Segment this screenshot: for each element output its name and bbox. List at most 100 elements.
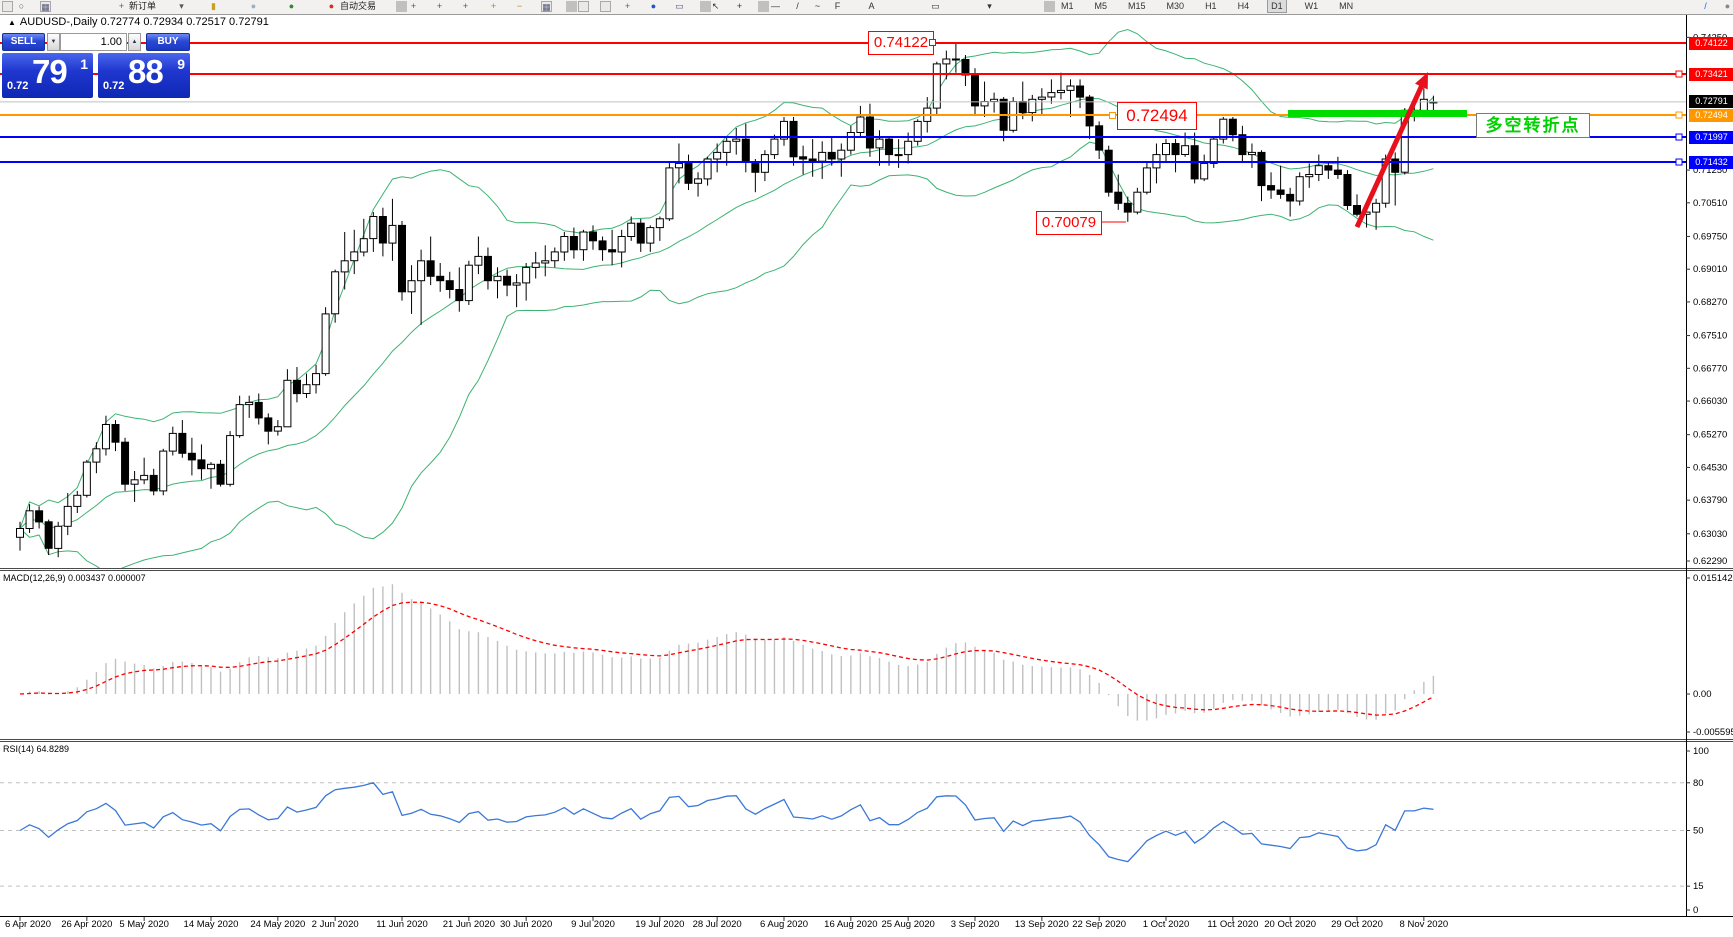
fibonacci-tool-icon[interactable]: F xyxy=(834,1,841,11)
mid-label-anchor[interactable] xyxy=(1109,112,1116,119)
candle-body xyxy=(25,510,34,529)
high-label-anchor[interactable] xyxy=(929,39,936,46)
trend-arrow[interactable] xyxy=(1354,78,1427,229)
dropdown-caret-icon[interactable]: ▾ xyxy=(179,1,184,11)
trendline-tool-icon[interactable]: / xyxy=(796,1,799,11)
channel-tool-icon[interactable]: ~ xyxy=(814,1,821,11)
candle-body xyxy=(751,161,760,173)
sell-price-box[interactable]: 0.72 79 1 xyxy=(2,53,93,98)
volume-increase-button[interactable]: ▲ xyxy=(128,33,141,51)
line-anchor-handle[interactable] xyxy=(1675,133,1683,141)
news-icon[interactable]: ● xyxy=(288,1,295,11)
buy-button[interactable]: BUY xyxy=(146,33,190,51)
timeframe-bar: M1 M5 M15 M30 H1 H4 D1 W1 MN xyxy=(1058,0,1356,13)
candle-body xyxy=(1228,118,1237,136)
candle-body xyxy=(961,59,970,76)
axis-tick-label: 0.64530 xyxy=(1693,462,1727,473)
volume-input[interactable]: 1.00 xyxy=(60,33,127,51)
candle-chart-icon[interactable]: + xyxy=(462,1,469,11)
new-order-button[interactable]: 新订单 xyxy=(129,1,157,11)
algo-trading-icon[interactable]: ● xyxy=(328,1,335,11)
trend-arrow-head[interactable] xyxy=(1415,72,1428,90)
cursor-icon[interactable]: ↖ xyxy=(711,1,720,11)
candle-body xyxy=(818,151,827,162)
timeframe-button-mn[interactable]: MN xyxy=(1339,1,1354,11)
candle-body xyxy=(1104,149,1113,193)
turning-point-label[interactable]: 多空转折点 xyxy=(1476,113,1590,138)
crosshair-tool-icon[interactable]: + xyxy=(410,1,417,11)
add-indicator-icon[interactable]: + xyxy=(624,1,631,11)
candle-body xyxy=(235,404,244,437)
chart-shift-icon[interactable] xyxy=(600,1,611,12)
shapes-tool-icon[interactable]: ▭ xyxy=(931,1,940,11)
period-icon[interactable]: ● xyxy=(650,1,657,11)
auto-scroll-icon[interactable] xyxy=(578,1,589,12)
candle-body xyxy=(971,74,979,107)
candle-body xyxy=(1295,176,1304,202)
candle-body xyxy=(245,401,254,406)
candle-body xyxy=(646,227,655,244)
candle-body xyxy=(207,463,215,470)
arrows-tool-icon[interactable]: ▾ xyxy=(987,1,992,11)
mid-price-label[interactable]: 0.72494 xyxy=(1117,102,1197,130)
candle-body xyxy=(216,463,225,485)
deposit-icon[interactable]: ▮ xyxy=(211,1,216,11)
one-click-trade-panel: SELL ▼ 1.00 ▲ BUY 0.72 79 1 0.72 88 9 xyxy=(2,31,190,98)
zoom-in-icon[interactable]: + xyxy=(490,1,497,11)
timeframe-button-m30[interactable]: M30 xyxy=(1166,1,1185,11)
search-icon[interactable]: ○ xyxy=(18,1,25,11)
text-tool-icon[interactable]: A xyxy=(868,1,875,11)
community-icon[interactable]: / xyxy=(1704,1,1707,11)
tile-windows-icon[interactable]: ▦ xyxy=(541,1,552,12)
volume-decrease-button[interactable]: ▼ xyxy=(47,33,60,51)
macd-signal-line xyxy=(19,601,1434,716)
line-anchor-handle[interactable] xyxy=(1675,158,1683,166)
candle-body xyxy=(331,271,340,315)
chat-icon[interactable]: ● xyxy=(1724,1,1731,11)
line-anchor-handle[interactable] xyxy=(1675,70,1683,78)
clipped-icon[interactable] xyxy=(2,1,13,12)
high-price-label[interactable]: 0.74122 xyxy=(868,31,934,55)
line-anchor-handle[interactable] xyxy=(1675,111,1683,119)
candle-body xyxy=(16,528,24,538)
hline-tool-icon[interactable]: — xyxy=(771,1,780,11)
date-tick-label: 6 Aug 2020 xyxy=(760,919,808,930)
candle-body xyxy=(388,224,397,244)
templates-icon[interactable]: ▭ xyxy=(675,1,684,11)
low-price-label[interactable]: 0.70079 xyxy=(1036,211,1102,235)
candle-body xyxy=(837,149,846,160)
candle-body xyxy=(808,158,817,162)
candle-body xyxy=(722,140,731,153)
axis-tick-label: 0.00 xyxy=(1693,689,1712,700)
candle-body xyxy=(493,275,502,282)
bar-chart-icon[interactable]: + xyxy=(436,1,443,11)
new-order-icon[interactable]: + xyxy=(118,1,125,11)
sell-button[interactable]: SELL xyxy=(2,33,45,51)
crosshair-icon[interactable]: + xyxy=(736,1,743,11)
algo-trading-button[interactable]: 自动交易 xyxy=(340,1,377,11)
sell-price-main: 79 xyxy=(32,53,68,90)
timeframe-button-m15[interactable]: M15 xyxy=(1128,1,1146,11)
timeframe-button-m1[interactable]: M1 xyxy=(1061,1,1074,11)
zoom-out-icon[interactable]: − xyxy=(516,1,523,11)
candle-body xyxy=(273,426,282,432)
buy-price-box[interactable]: 0.72 88 9 xyxy=(98,53,190,98)
timeframe-button-w1[interactable]: W1 xyxy=(1304,1,1319,11)
candle-body xyxy=(1123,202,1132,213)
timeframe-button-h1[interactable]: H1 xyxy=(1205,1,1217,11)
date-tick-label: 14 May 2020 xyxy=(184,919,239,930)
date-tick-label: 5 May 2020 xyxy=(119,919,169,930)
candle-body xyxy=(54,525,63,549)
support-zone-bar[interactable] xyxy=(1288,110,1467,117)
market-watch-icon[interactable]: ▦ xyxy=(40,1,51,12)
cloud-icon[interactable]: ● xyxy=(250,1,257,11)
timeframe-button-d1[interactable]: D1 xyxy=(1267,0,1287,13)
timeframe-button-h4[interactable]: H4 xyxy=(1237,1,1250,11)
date-tick-label: 11 Oct 2020 xyxy=(1207,919,1258,930)
buy-price-main: 88 xyxy=(128,53,164,90)
candle-body xyxy=(92,448,101,463)
candle-body xyxy=(856,116,865,133)
candle-body xyxy=(168,432,177,452)
timeframe-button-m5[interactable]: M5 xyxy=(1094,1,1108,11)
